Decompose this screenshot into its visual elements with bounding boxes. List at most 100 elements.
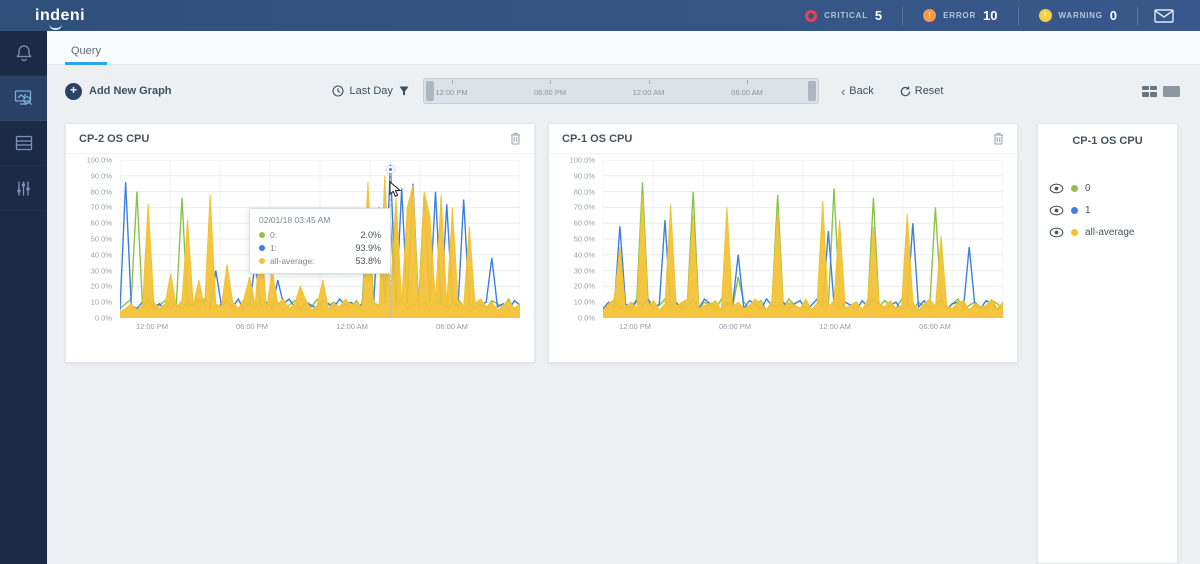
y-axis-label: 40.0%: [573, 250, 595, 260]
critical-icon: [805, 9, 818, 22]
time-slider[interactable]: 12:00 PM 06:00 PM 12:00 AM 06:00 AM: [422, 78, 819, 104]
tooltip-row: all-average: 53.8%: [259, 256, 381, 266]
slider-tick: [747, 80, 749, 84]
slider-tick: [648, 80, 650, 84]
legend-row-1[interactable]: 1: [1049, 205, 1177, 216]
clock-icon: [331, 85, 344, 97]
y-axis-label: 30.0%: [90, 266, 112, 276]
slider-tick-label: 06:00 PM: [533, 88, 567, 97]
y-axis: 100.0% 90.0% 80.0% 70.0% 60.0% 50.0% 40.0% 30.0…: [561, 156, 597, 323]
back-button[interactable]: ‹ Back: [840, 83, 874, 99]
plot-region[interactable]: [603, 160, 1003, 318]
error-icon: !: [923, 9, 937, 22]
chart-title: CP-1 OS CPU: [562, 132, 633, 145]
y-axis: 100.0% 90.0% 80.0% 70.0% 60.0% 50.0% 40.0% 30.0…: [78, 156, 114, 323]
x-axis-label: 06:00 AM: [919, 322, 951, 331]
y-axis-label: 0.0%: [94, 313, 112, 323]
x-axis: 12:00 PM 06:00 PM 12:00 AM 06:00 AM: [603, 322, 1003, 338]
slider-tick: [451, 80, 453, 84]
chart-card-header: CP-2 OS CPU: [66, 124, 534, 154]
series-dot: [259, 232, 265, 238]
bell-icon: [15, 45, 32, 62]
legend-row-all-average[interactable]: all-average: [1049, 227, 1177, 238]
sidebar-item-rules[interactable]: [0, 121, 47, 166]
legend-list: 0 1 all-average: [1038, 183, 1177, 238]
top-header: indeni CRITICAL 5 ! ERROR 10 ! WARNING 0: [0, 0, 1200, 31]
delete-graph-button[interactable]: [993, 132, 1004, 145]
y-axis-label: 50.0%: [90, 234, 112, 244]
y-axis-label: 60.0%: [573, 218, 595, 228]
y-axis-label: 70.0%: [90, 202, 112, 212]
single-view-icon[interactable]: [1163, 85, 1180, 97]
add-new-graph-button[interactable]: + Add New Graph: [65, 82, 172, 100]
chart-plot-svg: [603, 160, 1003, 318]
messages-button[interactable]: [1137, 6, 1200, 25]
y-axis-label: 50.0%: [573, 234, 595, 244]
left-sidebar: [0, 31, 47, 564]
slider-tick-label: 12:00 PM: [435, 88, 468, 97]
eye-icon: [1049, 227, 1064, 238]
grid-view-icon[interactable]: [1142, 85, 1157, 97]
critical-label: CRITICAL: [824, 11, 868, 20]
sidebar-item-query-graphs[interactable]: [0, 76, 47, 121]
view-toggles: [1142, 85, 1180, 97]
list-icon: [15, 135, 32, 151]
chart-card-cp2: CP-2 OS CPU 100.0% 90.0% 80.0% 70.0% 60.0% 50…: [65, 123, 535, 363]
envelope-icon: [1154, 8, 1174, 23]
critical-badge[interactable]: CRITICAL 5: [785, 7, 902, 25]
x-axis-label: 06:00 PM: [718, 322, 752, 331]
sliders-icon: [17, 181, 30, 195]
warning-count: 0: [1109, 8, 1117, 23]
legend-panel: CP-1 OS CPU 0 1: [1037, 123, 1178, 564]
warning-icon: !: [1038, 9, 1052, 22]
x-axis-label: 12:00 PM: [135, 322, 169, 331]
error-badge[interactable]: ! ERROR 10: [902, 6, 1017, 25]
chart-tooltip: 02/01/18 03:45 AM 0: 2.0% 1: 93.9% all-a…: [249, 208, 391, 274]
y-axis-label: 30.0%: [573, 266, 595, 276]
tab-query[interactable]: Query: [65, 37, 107, 65]
y-axis-label: 10.0%: [90, 297, 112, 307]
logo-smile-icon: [49, 24, 62, 30]
y-axis-label: 10.0%: [573, 297, 595, 307]
series-dot: [1071, 207, 1078, 214]
slider-handle-right[interactable]: [807, 81, 816, 101]
trash-icon: [511, 133, 520, 145]
y-axis-label: 60.0%: [90, 218, 112, 228]
legend-panel-title: CP-1 OS CPU: [1072, 135, 1143, 147]
warning-badge[interactable]: ! WARNING 0: [1017, 6, 1138, 25]
y-axis-label: 20.0%: [90, 281, 112, 291]
y-axis-label: 100.0%: [569, 155, 595, 165]
reset-icon: [900, 86, 910, 96]
delete-graph-button[interactable]: [510, 132, 521, 145]
y-axis-label: 90.0%: [90, 171, 112, 181]
x-axis-label: 12:00 AM: [336, 322, 368, 331]
x-axis-label: 06:00 AM: [436, 322, 468, 331]
legend-row-0[interactable]: 0: [1049, 183, 1177, 194]
y-axis-label: 80.0%: [573, 187, 595, 197]
reset-button[interactable]: Reset: [900, 85, 944, 97]
x-axis-label: 12:00 PM: [618, 322, 652, 331]
sidebar-item-alerts[interactable]: [0, 31, 47, 76]
warning-label: WARNING: [1058, 11, 1103, 20]
y-axis-label: 70.0%: [573, 202, 595, 212]
series-dot: [259, 245, 265, 251]
slider-tick: [550, 80, 552, 84]
tab-bar: Query: [47, 31, 1200, 65]
x-axis-label: 06:00 PM: [235, 322, 269, 331]
sidebar-item-settings[interactable]: [0, 166, 47, 211]
y-axis-label: 90.0%: [573, 171, 595, 181]
y-axis-label: 40.0%: [90, 250, 112, 260]
y-axis-label: 0.0%: [577, 313, 595, 323]
cards-row: CP-2 OS CPU 100.0% 90.0% 80.0% 70.0% 60.0% 50…: [47, 117, 1200, 564]
series-dot: [1071, 229, 1078, 236]
hover-marker-dot: [386, 165, 394, 173]
chart-card-cp1: CP-1 OS CPU 100.0% 90.0% 80.0% 70.0% 60.0% 50…: [548, 123, 1018, 363]
series-dot: [1071, 185, 1078, 192]
filter-icon: [399, 86, 409, 96]
eye-icon: [1049, 205, 1064, 216]
graph-monitor-icon: [14, 90, 32, 105]
time-range-selector[interactable]: Last Day: [331, 85, 409, 97]
slider-tick-label: 06:00 AM: [731, 88, 763, 97]
slider-handle-left[interactable]: [425, 81, 434, 101]
trash-icon: [994, 133, 1003, 145]
